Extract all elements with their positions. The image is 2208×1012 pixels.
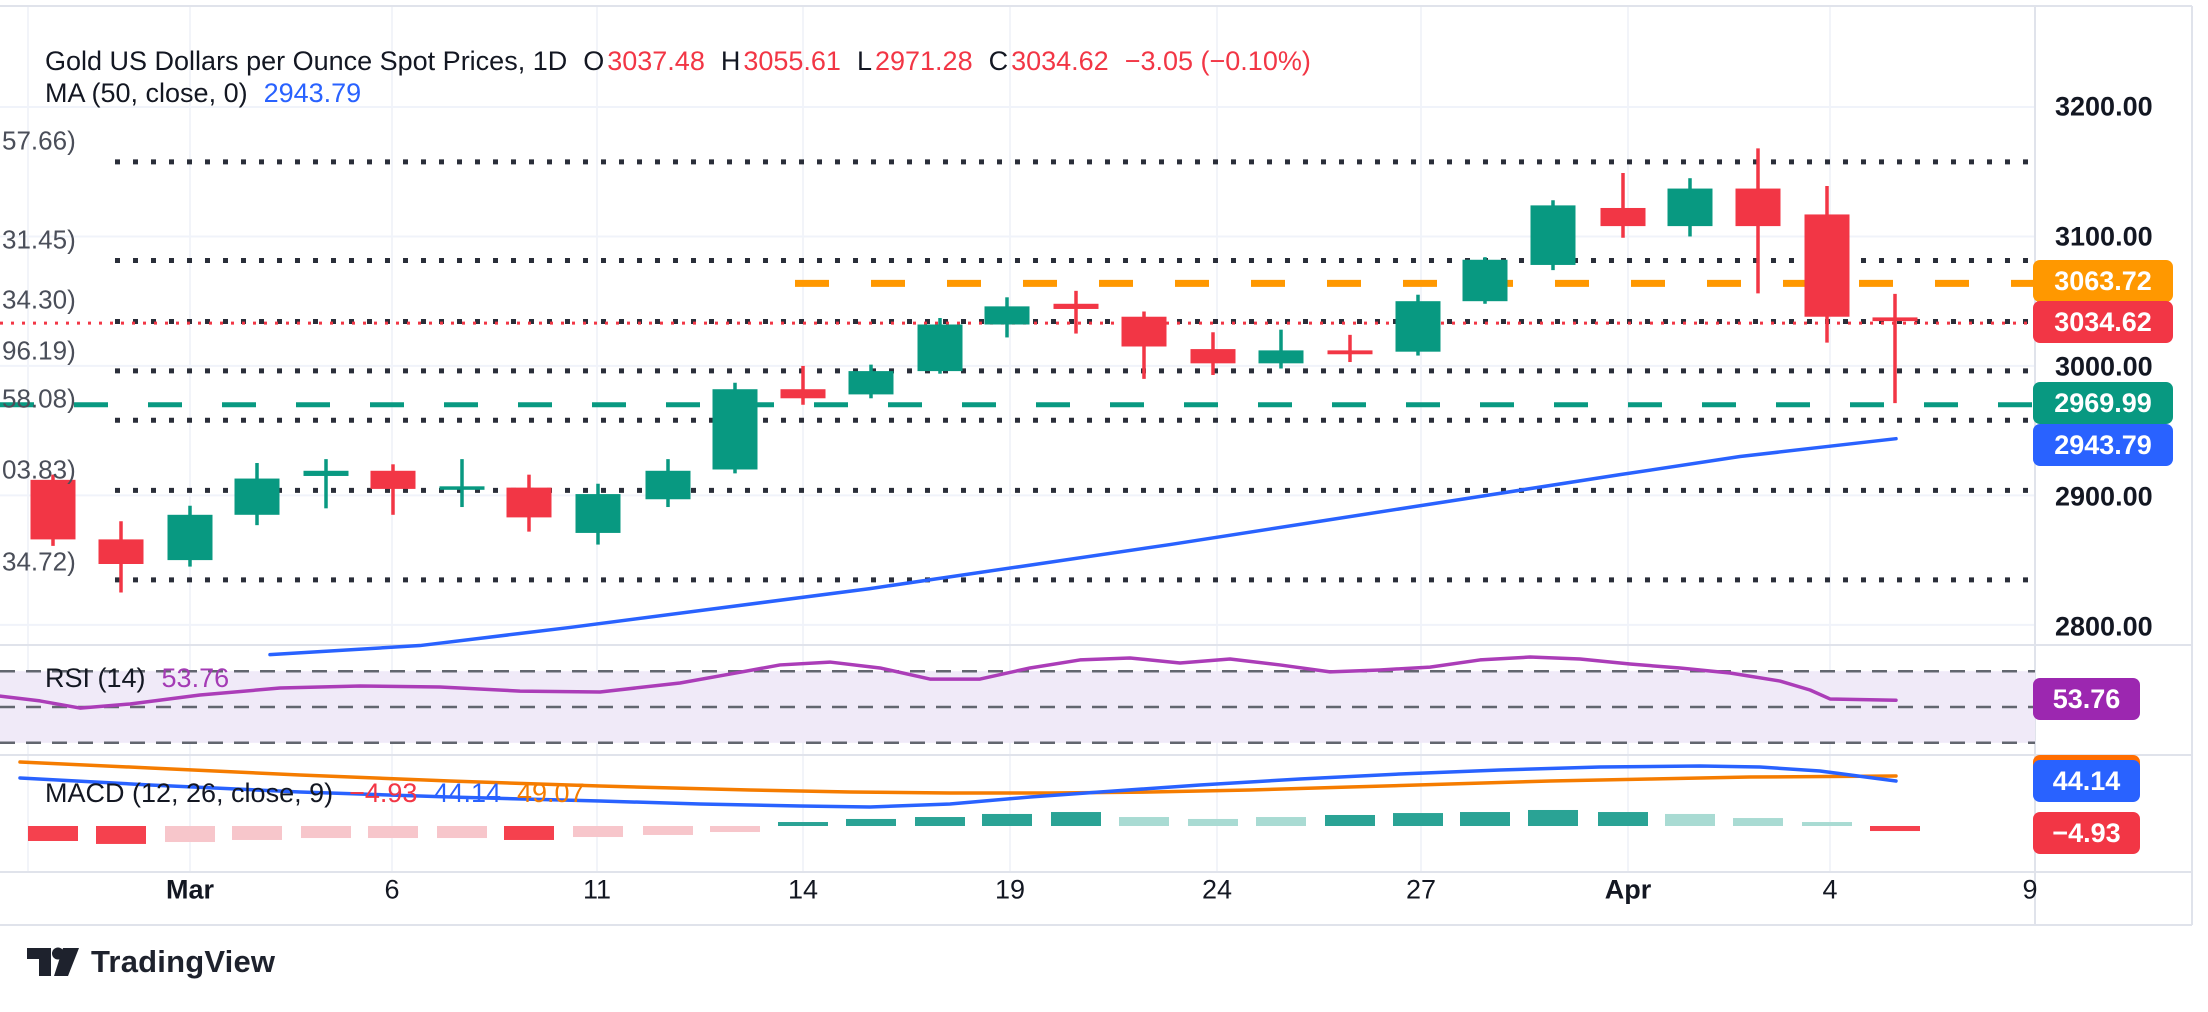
time-label: 6	[384, 874, 400, 905]
price-change: −3.05 (−0.10%)	[1124, 46, 1311, 76]
time-label: 27	[1405, 874, 1437, 905]
macd-line-value: 44.14	[433, 778, 502, 808]
rsi-legend-row[interactable]: RSI (14) 53.76	[45, 663, 229, 694]
time-label: 14	[787, 874, 819, 905]
ohlc-close: C 3034.62	[988, 46, 1109, 76]
time-label: 4	[1822, 874, 1838, 905]
tradingview-logo-icon	[27, 947, 79, 976]
tradingview-logo-text: TradingView	[91, 944, 276, 979]
line-label-3157: 57.66)	[2, 125, 76, 156]
ma-value-badge: 2943.79	[2033, 424, 2173, 466]
ma-label: MA (50, close, 0)	[45, 78, 248, 108]
macd-hist-badge: −4.93	[2033, 812, 2140, 854]
line-label-3081: 31.45)	[2, 224, 76, 255]
rsi-value: 53.76	[161, 663, 230, 693]
macd-label: MACD (12, 26, close, 9)	[45, 778, 334, 808]
symbol-legend-row[interactable]: Gold US Dollars per Ounce Spot Prices, 1…	[45, 46, 1311, 77]
price-tick: 3200.00	[2055, 91, 2153, 122]
ma-legend-row[interactable]: MA (50, close, 0) 2943.79	[45, 78, 361, 109]
time-label-apr: Apr	[1604, 874, 1652, 905]
price-tick: 2800.00	[2055, 611, 2153, 642]
line-label-3034: 34.30)	[2, 284, 76, 315]
macd-signal-value: 49.07	[517, 778, 585, 808]
price-tick: 3000.00	[2055, 351, 2153, 382]
rsi-label: RSI (14)	[45, 663, 146, 693]
tradingview-logo[interactable]: TradingView	[27, 944, 275, 980]
line-label-2996: 96.19)	[2, 335, 76, 366]
ma-value: 2943.79	[263, 78, 362, 108]
line-label-2834: 34.72)	[2, 546, 76, 577]
line-label-2958: 58.08)	[2, 383, 76, 414]
macd-legend-row[interactable]: MACD (12, 26, close, 9) −4.93 44.14 49.0…	[45, 778, 585, 809]
time-label-mar: Mar	[165, 874, 215, 905]
line-label-2903: 03.83)	[2, 454, 76, 485]
time-label: 24	[1201, 874, 1233, 905]
level-badge-orange: 3063.72	[2033, 260, 2173, 302]
ohlc-high: H 3055.61	[720, 46, 841, 76]
price-tick: 2900.00	[2055, 481, 2153, 512]
price-tick: 3100.00	[2055, 221, 2153, 252]
level-badge-green: 2969.99	[2033, 382, 2173, 424]
ohlc-low: L 2971.28	[856, 46, 973, 76]
macd-hist-value: −4.93	[349, 778, 418, 808]
ohlc-open: O 3037.48	[583, 46, 705, 76]
time-label: 11	[582, 874, 612, 905]
time-label: 9	[2022, 874, 2038, 905]
time-label: 19	[994, 874, 1026, 905]
macd-line-badge: 44.14	[2033, 760, 2140, 802]
rsi-value-badge: 53.76	[2033, 678, 2140, 720]
last-price-badge: 3034.62	[2033, 301, 2173, 343]
symbol-title: Gold US Dollars per Ounce Spot Prices, 1…	[45, 46, 568, 76]
